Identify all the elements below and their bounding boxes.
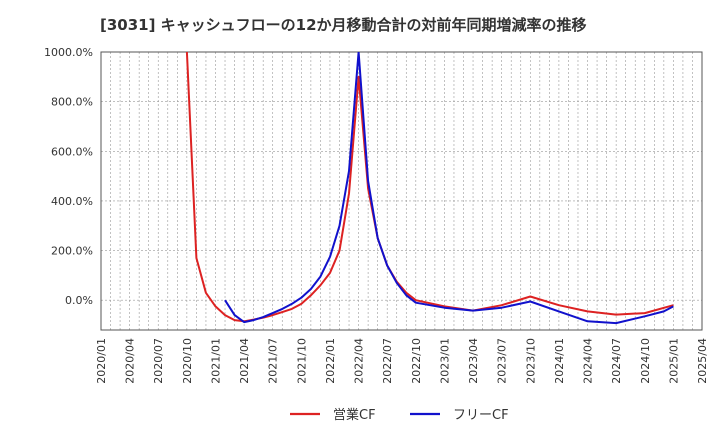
y-tick-label: 200.0% bbox=[51, 245, 93, 258]
series-line-free-cf bbox=[224, 52, 674, 325]
x-tick-label: 2021/04 bbox=[238, 338, 251, 384]
legend-label-free-cf: フリーCF bbox=[453, 408, 509, 423]
y-tick-group: 0.0% 200.0% 400.0% 600.0% 800.0% 1000.0% bbox=[44, 46, 93, 307]
y-tick-label: 0.0% bbox=[65, 294, 93, 307]
x-tick-label: 2021/01 bbox=[209, 338, 222, 384]
x-tick-group: 2020/01 2020/04 2020/07 2020/10 2021/01 2021/… bbox=[95, 338, 709, 384]
x-tick-label: 2025/04 bbox=[696, 338, 709, 384]
x-tick-label: 2023/07 bbox=[496, 338, 509, 384]
x-tick-label: 2020/04 bbox=[124, 338, 137, 384]
x-tick-label: 2022/10 bbox=[410, 338, 423, 384]
x-tick-label: 2023/04 bbox=[467, 338, 480, 384]
y-tick-label: 800.0% bbox=[51, 96, 93, 109]
x-tick-label: 2021/07 bbox=[267, 338, 280, 384]
legend-label-operating-cf: 営業CF bbox=[333, 407, 376, 423]
y-tick-label: 600.0% bbox=[51, 145, 93, 158]
x-tick-label: 2022/04 bbox=[353, 338, 366, 384]
x-tick-label: 2020/10 bbox=[181, 338, 194, 384]
x-tick-label: 2024/07 bbox=[610, 338, 623, 384]
x-tick-label: 2024/04 bbox=[582, 338, 595, 384]
y-tick-label: 1000.0% bbox=[44, 46, 93, 59]
x-tick-label: 2023/10 bbox=[524, 338, 537, 384]
chart-title: [3031] キャッシュフローの12か月移動合計の対前年同期増減率の推移 bbox=[100, 16, 587, 34]
y-tick-label: 400.0% bbox=[51, 195, 93, 208]
x-tick-label: 2024/01 bbox=[553, 338, 566, 384]
series-group bbox=[185, 52, 674, 325]
plot-frame bbox=[100, 51, 703, 331]
x-tick-label: 2022/07 bbox=[381, 338, 394, 384]
x-tick-label: 2022/01 bbox=[324, 338, 337, 384]
series-line-operating-cf bbox=[185, 52, 674, 323]
x-tick-label: 2020/07 bbox=[152, 338, 165, 384]
x-tick-label: 2020/01 bbox=[95, 338, 108, 384]
legend: 営業CF フリーCF bbox=[290, 407, 509, 423]
x-tick-label: 2021/10 bbox=[295, 338, 308, 384]
x-tick-label: 2025/01 bbox=[667, 338, 680, 384]
x-tick-label: 2023/01 bbox=[438, 338, 451, 384]
x-tick-label: 2024/10 bbox=[639, 338, 652, 384]
